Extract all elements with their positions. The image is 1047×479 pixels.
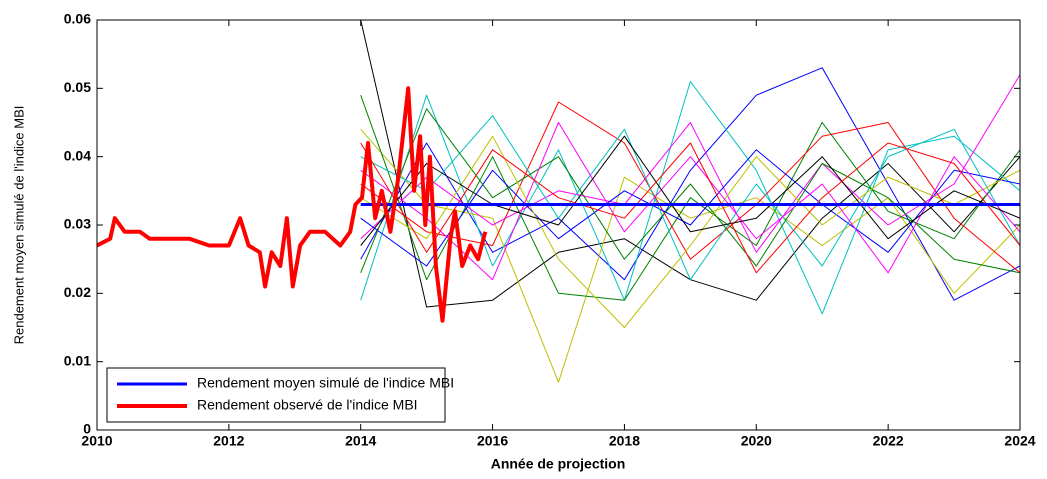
series-line [360, 95, 1020, 301]
series-line [360, 108, 1020, 274]
x-tick-label: 2024 [1004, 433, 1035, 449]
y-tick-label: 0.01 [64, 352, 91, 368]
y-axis-label: Rendement moyen simulé de l'indice MBI [11, 106, 26, 345]
y-tick-label: 0 [83, 421, 91, 437]
series-line [360, 135, 1020, 246]
y-tick-label: 0.02 [64, 284, 91, 300]
x-tick-label: 2010 [81, 433, 112, 449]
series-line [360, 101, 1020, 274]
series-line [360, 149, 1020, 267]
y-tick-label: 0.03 [64, 216, 91, 232]
legend-box [106, 367, 446, 423]
x-tick-label: 2014 [345, 433, 376, 449]
series-line [360, 135, 1020, 328]
series-line [360, 122, 1020, 281]
y-tick-label: 0.05 [64, 79, 91, 95]
x-tick-label: 2018 [609, 433, 640, 449]
x-tick-label: 2016 [477, 433, 508, 449]
y-tick-label: 0.04 [64, 147, 91, 163]
series-line [97, 86, 488, 323]
x-tick-label: 2022 [873, 433, 904, 449]
x-tick-label: 2020 [741, 433, 772, 449]
x-tick-label: 2012 [213, 433, 244, 449]
y-tick-label: 0.06 [64, 11, 91, 27]
plot-lines [97, 20, 1020, 383]
x-axis-label: Année de projection [491, 456, 626, 472]
series-line [360, 74, 1020, 253]
legend-label: Rendement moyen simulé de l'indice MBI [197, 375, 454, 391]
series-line [360, 142, 1020, 274]
series-line [360, 128, 1020, 383]
legend-label: Rendement observé de l'indice MBI [197, 397, 418, 413]
series-line [360, 115, 1020, 281]
